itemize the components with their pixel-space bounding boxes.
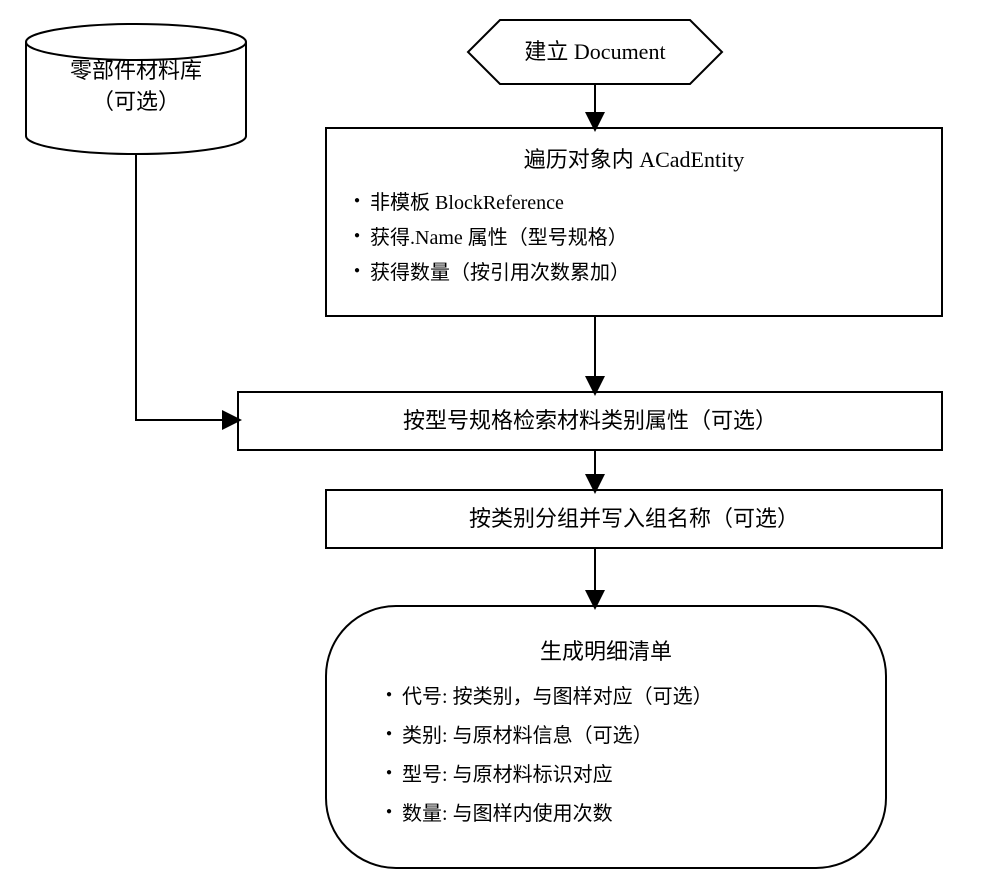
bullet-text: 型号: 与原材料标识对应 [402,758,613,787]
bullet-text: 获得.Name 属性（型号规格） [370,221,628,250]
terminator-bullet: 类别: 与原材料信息（可选） [386,719,826,748]
cylinder-line1: 零部件材料库 [26,56,246,87]
hexagon-start: 建立 Document [468,20,722,84]
process1-bullet: 非模板 BlockReference [354,186,914,215]
cylinder-database: 零部件材料库（可选） [26,56,246,118]
terminator-bullet: 型号: 与原材料标识对应 [386,758,826,787]
terminator-title: 生成明细清单 [386,634,826,666]
cylinder-line2: （可选） [26,87,246,118]
process-traverse-entities: 遍历对象内 ACadEntity 非模板 BlockReference 获得.Nam… [326,128,942,316]
bullet-text: 获得数量（按引用次数累加） [370,256,630,285]
bullet-text: 非模板 BlockReference [370,186,564,215]
bullet-text: 数量: 与图样内使用次数 [402,797,613,826]
process1-bullet: 获得数量（按引用次数累加） [354,256,914,285]
terminator-bullet: 代号: 按类别，与图样对应（可选） [386,680,826,709]
terminator-output-list: 生成明细清单代号: 按类别，与图样对应（可选） 类别: 与原材料信息（可选） 型号:… [326,606,886,868]
process-lookup-materials: 按型号规格检索材料类别属性（可选） [238,392,942,450]
process1-bullet: 获得.Name 属性（型号规格） [354,221,914,250]
bullet-text: 类别: 与原材料信息（可选） [402,719,653,748]
process-group-by-category: 按类别分组并写入组名称（可选） [326,490,942,548]
bullet-text: 代号: 按类别，与图样对应（可选） [402,680,713,709]
terminator-bullet: 数量: 与图样内使用次数 [386,797,826,826]
process1-title: 遍历对象内 ACadEntity [354,142,914,174]
